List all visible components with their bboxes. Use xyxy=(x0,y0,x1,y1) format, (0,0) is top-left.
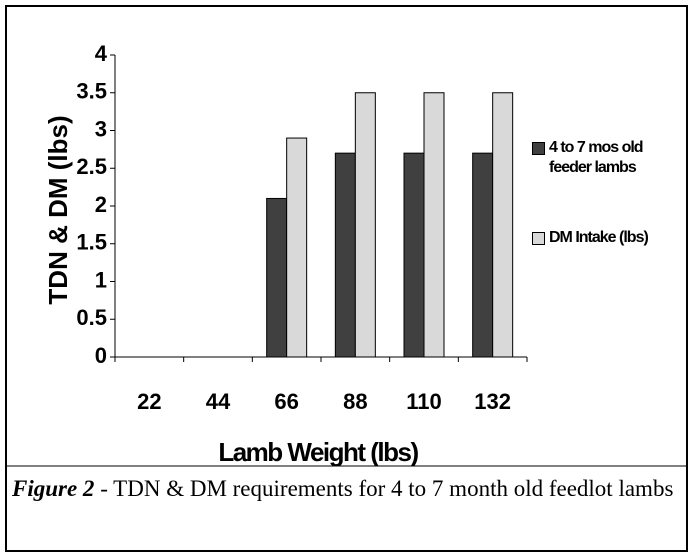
x-axis-title: Lamb Weight (lbs) xyxy=(218,437,418,467)
y-tick-label: 2 xyxy=(95,192,107,217)
legend-item: 4 to 7 mos old feeder lambs xyxy=(532,138,682,178)
y-axis-title: TDN & DM (lbs) xyxy=(43,115,73,304)
caption-label: Figure 2 xyxy=(12,476,95,501)
legend-swatch xyxy=(532,142,545,155)
bar xyxy=(403,152,425,358)
caption: Figure 2 - TDN & DM requirements for 4 t… xyxy=(12,474,682,504)
bar xyxy=(492,92,514,358)
bar xyxy=(266,197,288,358)
legend-item: DM Intake (lbs) xyxy=(532,228,682,248)
frame xyxy=(5,5,688,552)
bar xyxy=(472,152,494,358)
y-tick-label: 0.5 xyxy=(76,305,107,330)
bar xyxy=(334,152,356,358)
x-tick-label: 44 xyxy=(206,389,231,414)
bar xyxy=(354,92,376,358)
x-tick-label: 88 xyxy=(343,389,367,414)
caption-text: - TDN & DM requirements for 4 to 7 month… xyxy=(100,476,674,501)
legend-swatch xyxy=(532,232,545,245)
x-tick-label: 110 xyxy=(406,389,442,414)
y-tick-label: 4 xyxy=(95,41,108,66)
y-tick-label: 3.5 xyxy=(76,79,107,104)
y-tick-label: 1 xyxy=(95,267,107,292)
x-tick-label: 132 xyxy=(474,389,511,414)
legend-label: 4 to 7 mos old feeder lambs xyxy=(549,139,644,176)
y-tick-label: 1.5 xyxy=(76,230,107,255)
legend-label: DM Intake (lbs) xyxy=(549,229,649,246)
x-tick-label: 22 xyxy=(137,389,161,414)
y-tick-label: 3 xyxy=(95,116,107,141)
x-tick-label: 66 xyxy=(274,389,298,414)
bar xyxy=(286,137,308,358)
y-tick-label: 2.5 xyxy=(76,154,107,179)
y-tick-label: 0 xyxy=(95,343,107,368)
bar xyxy=(423,92,445,358)
